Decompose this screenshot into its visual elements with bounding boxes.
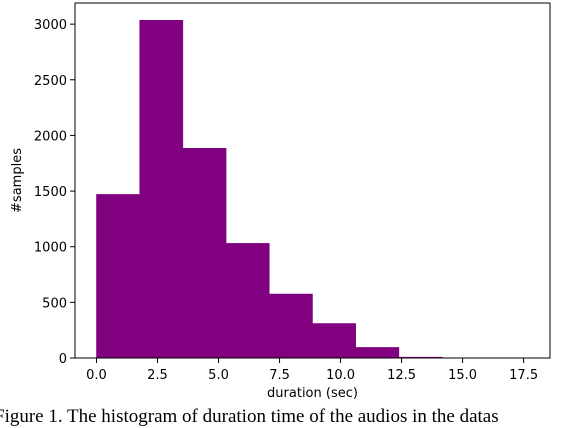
histogram-bar	[140, 20, 183, 358]
histogram-bars	[96, 20, 528, 358]
histogram-bar	[183, 148, 226, 358]
y-tick-label: 2500	[34, 74, 67, 89]
x-tick-label: 12.5	[387, 368, 416, 383]
y-tick-label: 1500	[34, 185, 67, 200]
y-tick-label: 2000	[34, 129, 67, 144]
y-tick-label: 1000	[34, 241, 67, 256]
y-axis-ticks: 0 500 1000 1500 2000 2500 3000	[34, 18, 75, 367]
x-tick-label: 0.0	[86, 368, 107, 383]
y-axis-label: #samples	[10, 148, 25, 213]
x-tick-label: 5.0	[208, 368, 229, 383]
y-tick-label: 0	[59, 352, 67, 367]
figure-caption: Figure 1. The histogram of duration time…	[0, 406, 586, 428]
histogram-bar	[226, 243, 269, 358]
histogram-bar	[96, 194, 139, 358]
y-tick-label: 500	[42, 296, 67, 311]
histogram-bar	[356, 347, 399, 358]
histogram-bar	[269, 294, 312, 358]
x-tick-label: 17.5	[509, 368, 538, 383]
x-axis-label: duration (sec)	[267, 386, 358, 401]
x-tick-label: 10.0	[326, 368, 355, 383]
histogram-bar	[313, 324, 356, 358]
y-tick-label: 3000	[34, 18, 67, 33]
x-tick-label: 7.5	[269, 368, 290, 383]
x-axis-ticks: 0.0 2.5 5.0 7.5 10.0 12.5 15.0 17.5	[86, 358, 538, 383]
x-tick-label: 15.0	[448, 368, 477, 383]
x-tick-label: 2.5	[147, 368, 168, 383]
